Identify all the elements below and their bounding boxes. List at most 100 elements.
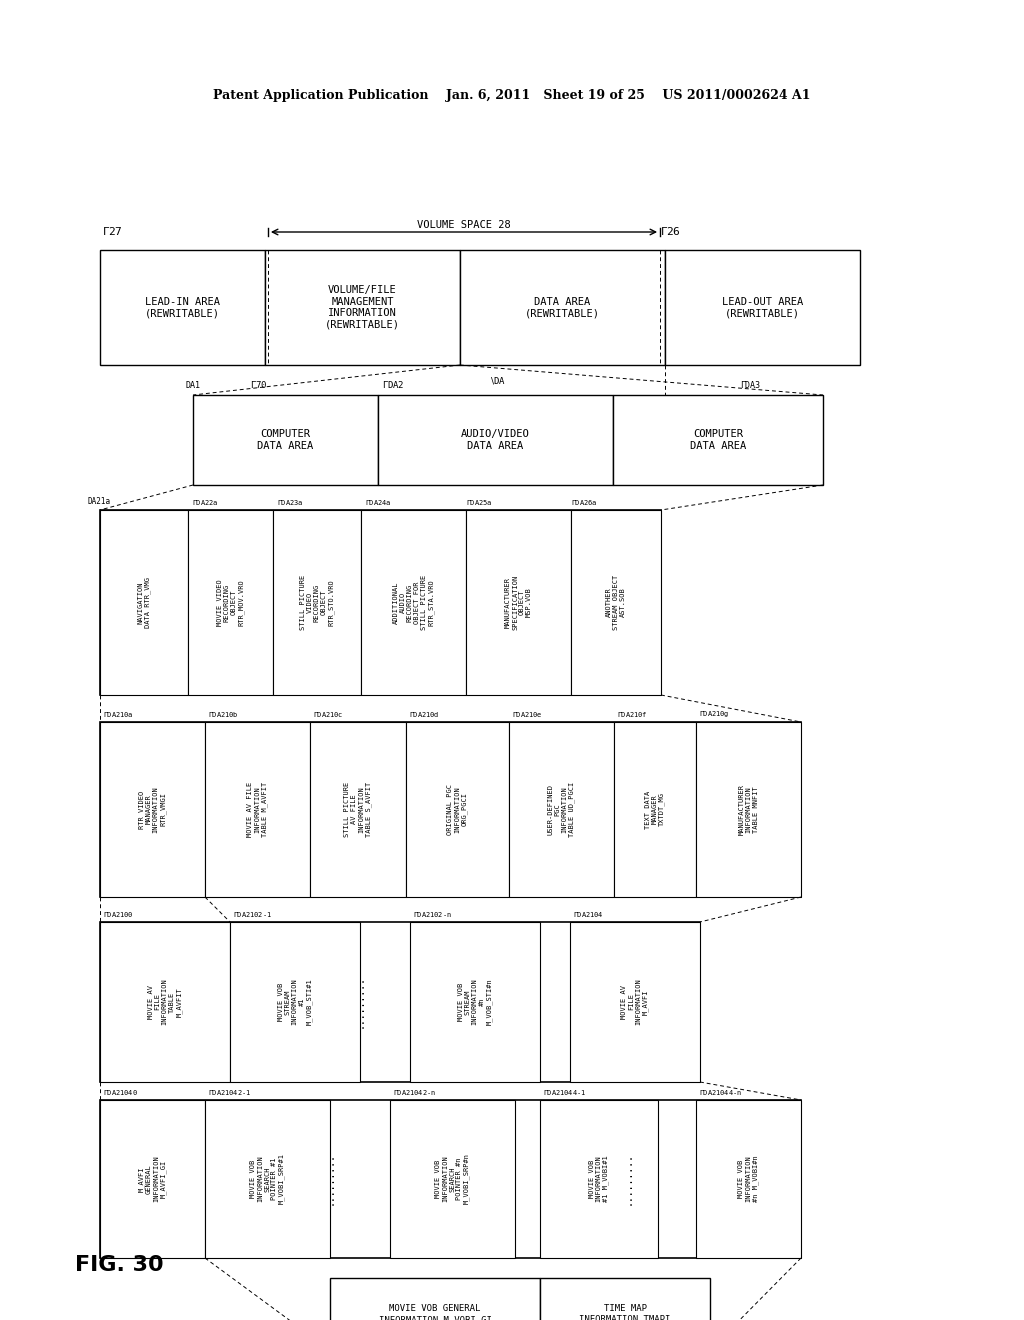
Text: NAVIGATION
DATA RTR_VMG: NAVIGATION DATA RTR_VMG [137,577,151,628]
FancyBboxPatch shape [273,510,361,696]
FancyBboxPatch shape [570,921,700,1082]
Text: $\Gamma$DA210e: $\Gamma$DA210e [512,710,543,719]
Text: .........: ......... [623,1152,633,1205]
FancyBboxPatch shape [100,510,662,696]
Text: $\Gamma$DA25a: $\Gamma$DA25a [466,498,493,507]
Text: $\Gamma$DA21040: $\Gamma$DA21040 [103,1088,138,1097]
Text: COMPUTER
DATA AREA: COMPUTER DATA AREA [690,429,746,451]
Text: MOVIE VOB
INFORMATION
#n M_VOBI#n: MOVIE VOB INFORMATION #n M_VOBI#n [738,1155,759,1203]
Text: $\Gamma$26: $\Gamma$26 [660,224,681,238]
Text: $\Gamma$DA210d: $\Gamma$DA210d [409,710,439,719]
FancyBboxPatch shape [100,921,230,1082]
FancyBboxPatch shape [310,722,406,898]
FancyBboxPatch shape [230,921,360,1082]
Text: LEAD-IN AREA
(REWRITABLE): LEAD-IN AREA (REWRITABLE) [145,297,220,318]
Text: ORIGINAL PGC
INFORMATION
ORG_PGCI: ORIGINAL PGC INFORMATION ORG_PGCI [447,784,468,836]
Text: .........: ......... [325,1152,335,1205]
Text: RTR VIDEO
MANAGER
INFORMATION
RTR_VMGI: RTR VIDEO MANAGER INFORMATION RTR_VMGI [138,787,166,833]
Text: MOVIE VOB
INFORMATION
SEARCH
POINTER #1
M_VOBI_SRP#1: MOVIE VOB INFORMATION SEARCH POINTER #1 … [250,1154,285,1204]
FancyBboxPatch shape [193,395,378,484]
Text: $\Gamma$DA210c: $\Gamma$DA210c [313,710,344,719]
FancyBboxPatch shape [330,1278,540,1320]
Text: DA1: DA1 [185,381,200,389]
FancyBboxPatch shape [696,1100,801,1258]
Text: TEXT DATA
MANAGER
TXTDT_MG: TEXT DATA MANAGER TXTDT_MG [645,791,666,829]
Text: STILL PICTURE
VIDEO
RECORDING
OBJECT
RTR_STO.VRO: STILL PICTURE VIDEO RECORDING OBJECT RTR… [300,576,334,630]
FancyBboxPatch shape [614,722,696,898]
Text: LEAD-OUT AREA
(REWRITABLE): LEAD-OUT AREA (REWRITABLE) [722,297,803,318]
FancyBboxPatch shape [460,249,665,366]
FancyBboxPatch shape [406,722,509,898]
Text: $\Gamma$DA21044-1: $\Gamma$DA21044-1 [543,1088,587,1097]
FancyBboxPatch shape [100,1100,801,1258]
Text: .........: ......... [355,975,365,1028]
Text: $\Gamma$DA3: $\Gamma$DA3 [740,379,761,389]
FancyBboxPatch shape [100,1100,205,1258]
FancyBboxPatch shape [100,510,188,696]
Text: Patent Application Publication    Jan. 6, 2011   Sheet 19 of 25    US 2011/00026: Patent Application Publication Jan. 6, 2… [213,88,811,102]
Text: $\Gamma$DA2102-1: $\Gamma$DA2102-1 [233,909,272,919]
Text: $\Gamma$DA2: $\Gamma$DA2 [382,379,404,389]
Text: VOLUME/FILE
MANAGEMENT
INFORMATION
(REWRITABLE): VOLUME/FILE MANAGEMENT INFORMATION (REWR… [325,285,400,330]
FancyBboxPatch shape [696,722,801,898]
Text: MOVIE VOB
STREAM
INFORMATION
#1
M_VOB_STI#1: MOVIE VOB STREAM INFORMATION #1 M_VOB_ST… [278,978,312,1026]
Text: USER-DEFINED
PGC
INFORMATION
TABLE UD_PGCI: USER-DEFINED PGC INFORMATION TABLE UD_PG… [548,781,575,837]
FancyBboxPatch shape [205,722,310,898]
Text: MOVIE AV
FILE
INFORMATION
TABLE
M_AVFIT: MOVIE AV FILE INFORMATION TABLE M_AVFIT [147,978,182,1026]
Text: MOVIE VOB
INFORMATION
#1 M_VOBI#1: MOVIE VOB INFORMATION #1 M_VOBI#1 [589,1155,609,1203]
Text: MOVIE AV FILE
INFORMATION
TABLE M_AVFIT: MOVIE AV FILE INFORMATION TABLE M_AVFIT [247,781,268,837]
Text: MOVIE VIDEO
RECORDING
OBJECT
RTR_MOV.VRO: MOVIE VIDEO RECORDING OBJECT RTR_MOV.VRO [217,579,245,626]
Text: TIME MAP
INFORMATION TMAPI: TIME MAP INFORMATION TMAPI [580,1304,671,1320]
Text: M_AVFI
GENERAL
INFORMATION
M_AVFI_GI: M_AVFI GENERAL INFORMATION M_AVFI_GI [138,1155,167,1203]
Text: ANOTHER
STREAM OBJECT
AST.SOB: ANOTHER STREAM OBJECT AST.SOB [606,576,626,630]
FancyBboxPatch shape [361,510,466,696]
FancyBboxPatch shape [378,395,613,484]
FancyBboxPatch shape [509,722,614,898]
Text: $\Gamma$DA2104: $\Gamma$DA2104 [573,909,604,919]
Text: $\Gamma$DA210a: $\Gamma$DA210a [103,710,134,719]
Text: $\Gamma$DA210b: $\Gamma$DA210b [208,710,239,719]
FancyBboxPatch shape [540,1100,658,1258]
Text: STILL PICTURE
AV FILE
INFORMATION
TABLE S_AVFIT: STILL PICTURE AV FILE INFORMATION TABLE … [344,781,372,837]
Text: $\Gamma$DA23a: $\Gamma$DA23a [278,498,303,507]
Text: DA21a: DA21a [88,498,112,506]
Text: MOVIE VOB
INFORMATION
SEARCH
POINTER #n
M_VOBI_SRP#n: MOVIE VOB INFORMATION SEARCH POINTER #n … [435,1154,470,1204]
Text: DATA AREA
(REWRITABLE): DATA AREA (REWRITABLE) [525,297,600,318]
Text: MANUFACTURER
SPECIFICATION
OBJECT
MSP.VOB: MANUFACTURER SPECIFICATION OBJECT MSP.VO… [505,576,532,630]
Text: $\backslash$DA: $\backslash$DA [490,375,506,385]
FancyBboxPatch shape [188,510,273,696]
Text: AUDIO/VIDEO
DATA AREA: AUDIO/VIDEO DATA AREA [461,429,529,451]
Text: $\Gamma$DA21044-n: $\Gamma$DA21044-n [699,1088,742,1097]
FancyBboxPatch shape [100,921,700,1082]
Text: $\Gamma$DA26a: $\Gamma$DA26a [571,498,597,507]
Text: VOLUME SPACE 28: VOLUME SPACE 28 [417,220,511,230]
FancyBboxPatch shape [665,249,860,366]
Text: $\Gamma$27: $\Gamma$27 [102,224,123,238]
Text: $\Gamma$DA22a: $\Gamma$DA22a [193,498,218,507]
FancyBboxPatch shape [466,510,571,696]
Text: MOVIE VOB GENERAL
INFORMATION M_VOBI_GI: MOVIE VOB GENERAL INFORMATION M_VOBI_GI [379,1304,492,1320]
Text: $\Gamma$DA21042-1: $\Gamma$DA21042-1 [208,1088,251,1097]
Text: $\Gamma$DA21042-n: $\Gamma$DA21042-n [393,1088,436,1097]
Text: MANUFACTURER
INFORMATION
TABLE MNFIT: MANUFACTURER INFORMATION TABLE MNFIT [738,784,759,836]
FancyBboxPatch shape [265,249,460,366]
FancyBboxPatch shape [100,722,801,898]
FancyBboxPatch shape [100,249,265,366]
FancyBboxPatch shape [205,1100,330,1258]
Text: $\Gamma$DA2100: $\Gamma$DA2100 [103,909,134,919]
Text: $\Gamma$DA24a: $\Gamma$DA24a [365,498,391,507]
Text: $\Gamma$DA210g: $\Gamma$DA210g [699,709,729,719]
Text: FIG. 30: FIG. 30 [75,1255,164,1275]
Text: $\Gamma$70: $\Gamma$70 [250,379,267,389]
Text: COMPUTER
DATA AREA: COMPUTER DATA AREA [257,429,313,451]
FancyBboxPatch shape [410,921,540,1082]
Text: $\Gamma$DA210f: $\Gamma$DA210f [617,710,648,719]
Text: MOVIE AV
FILE
INFORMATION
M_AVFI: MOVIE AV FILE INFORMATION M_AVFI [622,978,649,1026]
Text: MOVIE VOB
STREAM
INFORMATION
#n
M_VOB_STI#n: MOVIE VOB STREAM INFORMATION #n M_VOB_ST… [458,978,493,1026]
FancyBboxPatch shape [613,395,823,484]
Text: $\Gamma$DA2102-n: $\Gamma$DA2102-n [413,909,452,919]
FancyBboxPatch shape [100,722,205,898]
FancyBboxPatch shape [571,510,662,696]
FancyBboxPatch shape [390,1100,515,1258]
Text: ADDITIONAL
AUDIO
RECORDING
OBJECT FOR
STILL PICTURE
RTR_STA.VRO: ADDITIONAL AUDIO RECORDING OBJECT FOR ST… [392,576,434,630]
